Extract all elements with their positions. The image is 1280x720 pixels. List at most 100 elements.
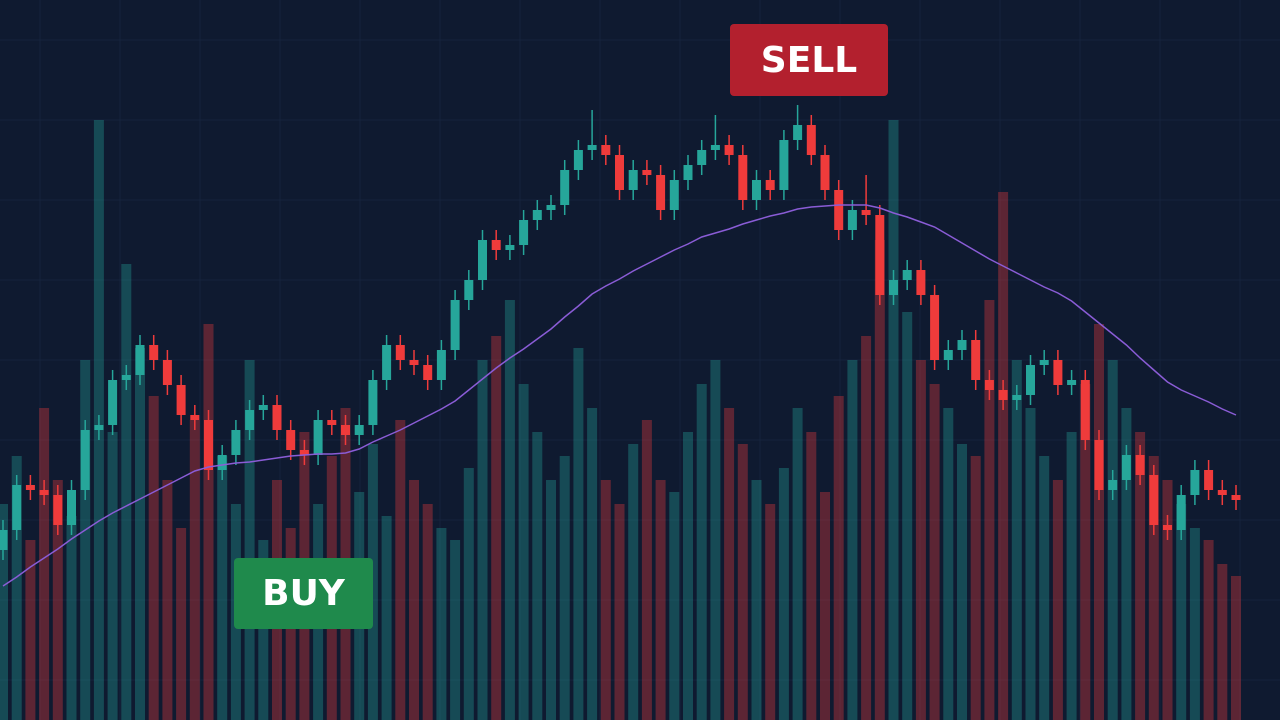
volume-bar bbox=[1217, 564, 1228, 720]
candle-body bbox=[354, 425, 364, 435]
volume-bar bbox=[998, 192, 1009, 720]
candle-body bbox=[491, 240, 501, 250]
volume-bar bbox=[1080, 384, 1091, 720]
candle-body bbox=[560, 170, 570, 205]
volume-bar bbox=[450, 540, 461, 720]
volume-bar bbox=[820, 492, 830, 720]
candle-body bbox=[1217, 490, 1227, 495]
candle-body bbox=[135, 345, 145, 375]
volume-bar bbox=[751, 480, 762, 720]
volume-bar bbox=[1025, 408, 1036, 720]
volume-bar bbox=[984, 300, 995, 720]
volume-bar bbox=[258, 540, 269, 720]
volume-bar bbox=[970, 456, 981, 720]
candle-body bbox=[1149, 475, 1159, 525]
buy-label: BUY bbox=[234, 558, 373, 629]
candle-body bbox=[1053, 360, 1063, 385]
sell-label: SELL bbox=[730, 24, 888, 96]
volume-bar bbox=[559, 456, 570, 720]
volume-bar bbox=[107, 432, 118, 720]
candle-body bbox=[368, 380, 378, 425]
candle-body bbox=[943, 350, 953, 360]
volume-bar bbox=[724, 408, 735, 720]
volume-bar bbox=[833, 396, 844, 720]
candle-body bbox=[204, 420, 213, 470]
candle-body bbox=[341, 425, 350, 435]
candle-body bbox=[0, 530, 8, 550]
candle-body bbox=[12, 485, 22, 530]
volume-bar bbox=[135, 348, 145, 720]
volume-bar bbox=[217, 456, 228, 720]
candle-body bbox=[1108, 480, 1118, 490]
volume-bar bbox=[203, 324, 214, 720]
candle-body bbox=[1039, 360, 1049, 365]
candle-body bbox=[505, 245, 515, 250]
volume-bar bbox=[1148, 456, 1159, 720]
volume-bar bbox=[381, 516, 392, 720]
volume-bar bbox=[1039, 456, 1050, 720]
volume-bar bbox=[80, 360, 91, 720]
volume-bar bbox=[504, 300, 515, 720]
candle-body bbox=[724, 145, 734, 155]
volume-bar bbox=[162, 480, 173, 720]
candle-body bbox=[587, 145, 597, 150]
volume-bar bbox=[943, 408, 954, 720]
candle-body bbox=[930, 295, 940, 360]
candle-body bbox=[834, 190, 844, 230]
volume-bar bbox=[806, 432, 817, 720]
candle-body bbox=[1190, 470, 1200, 495]
candle-body bbox=[67, 490, 76, 525]
volume-bar bbox=[1135, 432, 1146, 720]
volume-bar bbox=[847, 360, 858, 720]
volume-bar bbox=[148, 396, 159, 720]
candle-body bbox=[272, 405, 282, 430]
volume-bar bbox=[888, 120, 899, 720]
candle-body bbox=[957, 340, 967, 350]
candle-body bbox=[190, 415, 200, 420]
candle-body bbox=[642, 170, 652, 175]
candle-body bbox=[1176, 495, 1186, 530]
candle-body bbox=[573, 150, 583, 170]
candle-body bbox=[656, 175, 666, 210]
volume-bar bbox=[477, 360, 488, 720]
volume-bar bbox=[902, 312, 913, 720]
volume-bar bbox=[11, 456, 22, 720]
candle-body bbox=[108, 380, 118, 425]
candle-body bbox=[738, 155, 748, 200]
volume-bar bbox=[176, 528, 187, 720]
volume-bar bbox=[39, 408, 50, 720]
volume-bar bbox=[669, 492, 680, 720]
candle-body bbox=[25, 485, 35, 490]
candle-body bbox=[1231, 495, 1241, 500]
volume-bar bbox=[463, 468, 474, 720]
volume-bar bbox=[614, 504, 625, 720]
volume-bar bbox=[518, 384, 529, 720]
volume-bar bbox=[1011, 360, 1022, 720]
volume-bar bbox=[1162, 480, 1173, 720]
candle-body bbox=[286, 430, 296, 450]
candle-body bbox=[984, 380, 994, 390]
candle-body bbox=[1121, 455, 1131, 480]
volume-bar bbox=[121, 264, 132, 720]
volume-bar bbox=[1094, 324, 1104, 720]
volume-bar bbox=[1052, 480, 1063, 720]
volume-bar bbox=[546, 480, 556, 720]
volume-bar bbox=[1203, 540, 1214, 720]
volume-bar bbox=[0, 504, 8, 720]
candle-body bbox=[478, 240, 487, 280]
candle-body bbox=[245, 410, 255, 430]
candle-body bbox=[752, 180, 761, 200]
volume-bar bbox=[861, 336, 872, 720]
candle-body bbox=[697, 150, 707, 165]
candle-body bbox=[916, 270, 926, 295]
volume-bar bbox=[710, 360, 721, 720]
volume-bar bbox=[737, 444, 748, 720]
candle-body bbox=[875, 215, 885, 295]
volume-bar bbox=[1176, 504, 1187, 720]
candle-body bbox=[889, 280, 898, 295]
volume-bar bbox=[409, 480, 419, 720]
candle-body bbox=[162, 360, 172, 385]
candle-body bbox=[861, 210, 871, 215]
volume-bar bbox=[25, 540, 36, 720]
